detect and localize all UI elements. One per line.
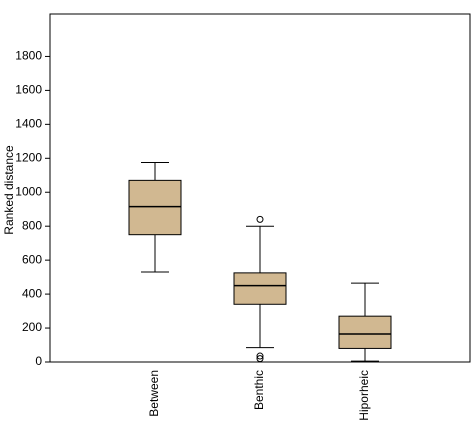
x-tick-label: Hiporheic [357, 370, 371, 421]
outlier [256, 215, 264, 223]
outlier [256, 355, 264, 363]
y-tick-label: 400 [22, 286, 42, 300]
box [338, 315, 392, 349]
x-tick-label: Between [147, 370, 161, 417]
box [128, 179, 182, 236]
y-tick-label: 800 [22, 218, 42, 232]
y-tick-label: 0 [35, 354, 42, 368]
y-tick-label: 1800 [15, 49, 42, 63]
y-tick-label: 1000 [15, 184, 42, 198]
y-tick-label: 600 [22, 252, 42, 266]
y-tick-label: 200 [22, 320, 42, 334]
y-tick-label: 1600 [15, 83, 42, 97]
y-axis-label: Ranked distance [2, 145, 16, 235]
y-tick-label: 1200 [15, 150, 42, 164]
box [233, 272, 287, 305]
x-tick-label: Benthic [252, 370, 266, 410]
outlier [256, 352, 264, 360]
y-tick-label: 1400 [15, 117, 42, 131]
